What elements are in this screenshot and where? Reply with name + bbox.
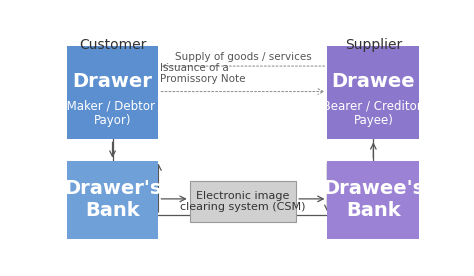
FancyBboxPatch shape [66,161,158,239]
Text: Supplier: Supplier [345,38,402,52]
Text: Electronic image
clearing system (CSM): Electronic image clearing system (CSM) [180,191,306,212]
Text: Drawer's
Bank: Drawer's Bank [64,179,161,221]
Text: Drawer: Drawer [73,72,153,91]
Text: (Maker / Debtor /
Payor): (Maker / Debtor / Payor) [62,99,163,127]
Text: Drawee's
Bank: Drawee's Bank [323,179,424,221]
Text: Issuance of a
Promissory Note: Issuance of a Promissory Note [160,63,246,84]
FancyBboxPatch shape [328,46,419,139]
FancyBboxPatch shape [190,181,296,222]
Text: (Bearer / Creditor /
Payee): (Bearer / Creditor / Payee) [318,99,429,127]
Text: Supply of goods / services: Supply of goods / services [174,52,311,62]
Text: Customer: Customer [79,38,146,52]
FancyBboxPatch shape [66,46,158,139]
Text: Drawee: Drawee [331,72,415,91]
FancyBboxPatch shape [328,161,419,239]
